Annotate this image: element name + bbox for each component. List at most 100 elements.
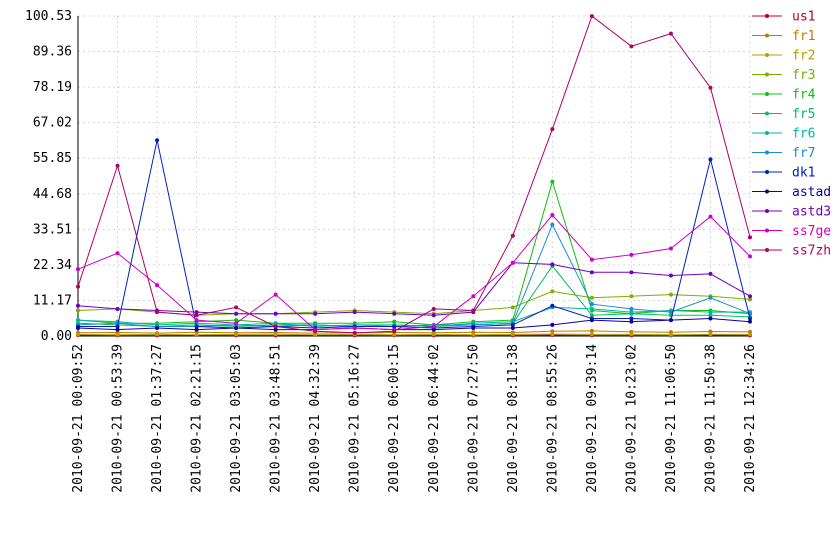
x-tick-label: 2010-09-21 09:39:14	[585, 344, 600, 493]
data-point-fr7	[668, 310, 673, 315]
data-point-ss7zh	[115, 163, 120, 168]
data-point-ss7ge	[76, 267, 80, 272]
x-tick-label: 2010-09-21 02:21:15	[190, 344, 205, 493]
data-point-fr5	[708, 313, 713, 318]
data-point-ss7zh	[313, 329, 318, 334]
data-point-astd3	[629, 270, 634, 275]
data-point-fr2	[550, 332, 555, 337]
data-point-ss7ge	[273, 292, 278, 297]
legend-item-fr3: fr3	[752, 68, 815, 83]
data-point-dk1	[115, 324, 120, 329]
legend-swatch-marker	[765, 228, 769, 233]
data-point-fr2	[194, 332, 199, 337]
x-tick-label: 2010-09-21 08:55:26	[545, 344, 560, 493]
data-point-dk1	[510, 322, 515, 327]
data-point-fr2	[708, 332, 713, 337]
x-tick-label: 2010-09-21 03:48:51	[269, 344, 284, 493]
data-point-ss7zh	[76, 284, 80, 289]
data-point-ss7ge	[234, 321, 239, 326]
y-tick-label: 55.85	[33, 151, 72, 166]
legend-label: fr4	[792, 88, 816, 103]
legend-swatch-marker	[765, 209, 769, 213]
data-point-fr1	[550, 329, 555, 334]
data-point-astd3	[668, 273, 673, 278]
data-point-astad	[708, 316, 713, 321]
data-point-fr3	[550, 289, 555, 294]
data-point-ss7zh	[748, 235, 752, 240]
data-point-astad	[76, 326, 80, 331]
data-point-fr2	[234, 332, 239, 337]
data-point-fr2	[589, 332, 594, 337]
data-point-fr7	[589, 302, 594, 307]
x-axis-ticks: 2010-09-21 00:09:52 2010-09-21 00:53:39 20…	[71, 344, 758, 493]
data-point-ss7zh	[589, 14, 594, 19]
legend-label: ss7ge	[792, 224, 831, 239]
data-point-astd3	[392, 311, 397, 316]
data-point-fr2	[76, 332, 80, 337]
legend-item-fr5: fr5	[752, 107, 815, 122]
legend-swatch-marker	[765, 248, 769, 252]
data-point-fr7	[313, 322, 318, 327]
legend-item-ss7zh: ss7zh	[752, 244, 831, 259]
x-tick-label: 2010-09-21 05:16:27	[348, 344, 363, 493]
data-point-ss7ge	[115, 251, 120, 256]
data-point-astad	[550, 322, 555, 327]
y-axis-ticks: 0.00 11.17 22.34 33.51 44.68 55.85 67.02 78.19 8…	[25, 9, 72, 344]
legend-item-fr6: fr6	[752, 127, 815, 142]
data-point-fr6	[589, 306, 594, 311]
data-point-fr7	[550, 222, 555, 227]
data-point-fr3	[76, 308, 80, 313]
legend-label: fr5	[792, 107, 815, 122]
y-tick-label: 100.53	[25, 9, 72, 24]
series-line-fr7	[77, 223, 751, 328]
data-point-fr2	[629, 332, 634, 337]
data-point-astd3	[748, 294, 752, 299]
data-point-fr3	[668, 292, 673, 297]
data-point-ss7zh	[550, 127, 555, 132]
legend-label: us1	[792, 10, 815, 25]
data-point-ss7ge	[708, 214, 713, 219]
data-point-astad	[431, 327, 436, 332]
data-point-fr2	[392, 332, 397, 337]
x-tick-label: 2010-09-21 03:05:03	[229, 344, 244, 493]
data-point-astad	[629, 319, 634, 324]
data-point-ss7zh	[431, 306, 436, 311]
series-line-astd3	[77, 262, 751, 316]
legend-label: astad	[792, 185, 831, 200]
series-line-fr1	[77, 330, 751, 334]
data-point-dk1	[748, 316, 752, 321]
legend-item-fr7: fr7	[752, 146, 815, 161]
series-line-astad	[77, 317, 751, 331]
legend-item-astd3: astd3	[752, 205, 831, 220]
data-point-ss7zh	[352, 330, 357, 335]
x-tick-label: 2010-09-21 11:50:38	[703, 344, 718, 493]
data-point-astad	[194, 327, 199, 332]
data-point-fr6	[708, 310, 713, 315]
legend-label: fr2	[792, 49, 815, 64]
data-point-fr2	[313, 332, 318, 337]
legend-swatch-marker	[765, 92, 769, 96]
data-point-astd3	[431, 313, 436, 318]
x-tick-label: 2010-09-21 00:53:39	[111, 344, 126, 493]
data-point-astd3	[273, 311, 278, 316]
legend-label: dk1	[792, 166, 815, 181]
legend-label: ss7zh	[792, 244, 831, 259]
x-tick-label: 2010-09-21 01:37:27	[150, 344, 165, 493]
y-tick-label: 44.68	[33, 187, 72, 202]
data-point-astad	[155, 326, 160, 331]
data-point-ss7ge	[589, 257, 594, 262]
legend-swatch-marker	[765, 150, 769, 155]
data-point-fr1	[589, 328, 594, 333]
data-point-astd3	[550, 262, 555, 267]
y-tick-label: 33.51	[33, 222, 72, 237]
data-point-astad	[510, 326, 515, 331]
data-point-fr2	[115, 332, 120, 337]
legend-item-dk1: dk1	[752, 166, 815, 181]
data-point-ss7ge	[550, 213, 555, 218]
legend-swatch-marker	[765, 189, 769, 194]
legend-swatch-marker	[765, 33, 769, 38]
data-point-astad	[471, 326, 476, 331]
series-line-ss7zh	[77, 15, 751, 334]
legend-item-fr2: fr2	[752, 49, 815, 64]
